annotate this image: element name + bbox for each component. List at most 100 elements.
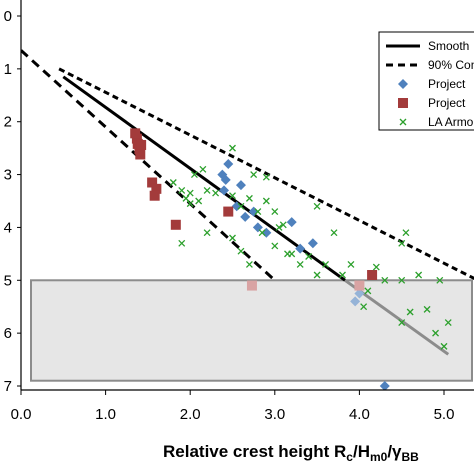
y-tick-label: 7: [4, 378, 12, 395]
x-point: [398, 319, 406, 327]
x-point: [288, 250, 296, 258]
x-stroke: [330, 229, 338, 237]
x-point: [245, 194, 253, 202]
x-tick-label: 4.0: [349, 406, 370, 423]
x-stroke: [182, 194, 190, 202]
x-stroke: [178, 186, 186, 194]
x-point: [169, 179, 177, 186]
x-point: [406, 308, 414, 316]
diamond-point: [350, 296, 361, 307]
x-stroke: [186, 200, 194, 208]
x-stroke: [229, 144, 236, 152]
x-point: [258, 229, 266, 237]
x-stroke: [199, 165, 207, 173]
legend-box: [378, 31, 474, 131]
x-point: [262, 173, 270, 181]
x-tick-label: 2.0: [180, 406, 201, 423]
x-point: [203, 186, 211, 194]
x-stroke: [381, 276, 389, 284]
x-point: [415, 271, 423, 279]
y-tick-label: 1: [4, 61, 12, 78]
axes: 0.0 1.0 2.0 3.0 4.0 5.0 0 1 2 3 4 5 6 7: [4, 0, 474, 423]
x-stroke: [279, 221, 287, 229]
y-tick-label: 6: [4, 325, 12, 342]
square-point: [130, 128, 141, 139]
x-point: [195, 197, 203, 205]
y-tick-label: 5: [4, 272, 12, 289]
x-stroke: [347, 260, 355, 268]
x-stroke: [360, 303, 368, 311]
x-stroke: [262, 197, 270, 205]
x-stroke: [372, 263, 380, 271]
x-point: [398, 239, 406, 247]
square-point: [223, 206, 234, 217]
x-stroke: [288, 250, 296, 258]
x-point: [432, 329, 439, 337]
x-stroke: [313, 202, 321, 210]
x-point: [250, 171, 258, 179]
y-tick-label: 0: [4, 8, 12, 25]
x-stroke: [250, 171, 258, 179]
square-point: [151, 183, 162, 194]
x-stroke: [398, 319, 406, 327]
x-stroke: [271, 242, 279, 250]
diamond-point: [354, 288, 365, 299]
x-stroke: [271, 208, 279, 216]
legend-diamond-marker: [398, 79, 408, 89]
x-point: [347, 260, 355, 268]
x-point: [254, 208, 262, 216]
plot-area: [21, 49, 474, 390]
x-stroke: [229, 192, 236, 200]
x-tick-label: 0.0: [11, 406, 32, 423]
x-point: [199, 165, 207, 173]
x-point: [339, 271, 346, 279]
x-point: [262, 197, 270, 205]
x-point: [381, 276, 389, 284]
x-tick-label: 3.0: [264, 406, 285, 423]
x-stroke: [195, 197, 203, 205]
diamond-point: [223, 159, 234, 169]
x-axis-title: Relative crest height Rc/Hm0/γBB: [163, 442, 419, 464]
x-point: [186, 189, 194, 197]
x-point: [402, 229, 410, 237]
x-point: [186, 200, 194, 208]
x-point: [398, 276, 406, 284]
legend-square-marker: [398, 98, 408, 108]
x-stroke: [212, 189, 220, 197]
x-point: [440, 342, 448, 350]
x-tick-label: 1.0: [95, 406, 116, 423]
legend-label: 90% Con: [428, 58, 474, 72]
x-point: [271, 208, 279, 216]
square-point: [170, 219, 181, 230]
legend-x-marker: [399, 118, 407, 126]
x-stroke: [423, 305, 431, 313]
x-point: [229, 234, 236, 242]
series-line-2: [21, 49, 276, 282]
x-point: [178, 186, 186, 194]
diamond-point: [307, 238, 318, 249]
legend-label: Project: [428, 96, 466, 110]
x-stroke: [432, 329, 439, 337]
legend: Smooth 90% Con Project Project LA Armo: [378, 31, 474, 131]
x-stroke: [444, 319, 452, 327]
x-point: [212, 189, 220, 197]
x-point: [330, 229, 338, 237]
x-point: [444, 319, 452, 327]
x-stroke: [229, 234, 236, 242]
x-point: [229, 144, 236, 152]
x-stroke: [262, 173, 270, 181]
x-stroke: [364, 287, 372, 295]
x-point: [275, 223, 283, 231]
x-point: [190, 171, 198, 179]
y-tick-label: 4: [4, 219, 12, 236]
square-point: [246, 280, 257, 291]
legend-label: Smooth: [428, 39, 469, 53]
x-point: [322, 260, 330, 268]
square-point: [149, 190, 160, 201]
x-point: [237, 247, 245, 255]
diamond-point: [219, 185, 230, 196]
diamond-point: [379, 381, 390, 390]
x-point: [245, 260, 253, 268]
x-stroke: [415, 271, 423, 279]
